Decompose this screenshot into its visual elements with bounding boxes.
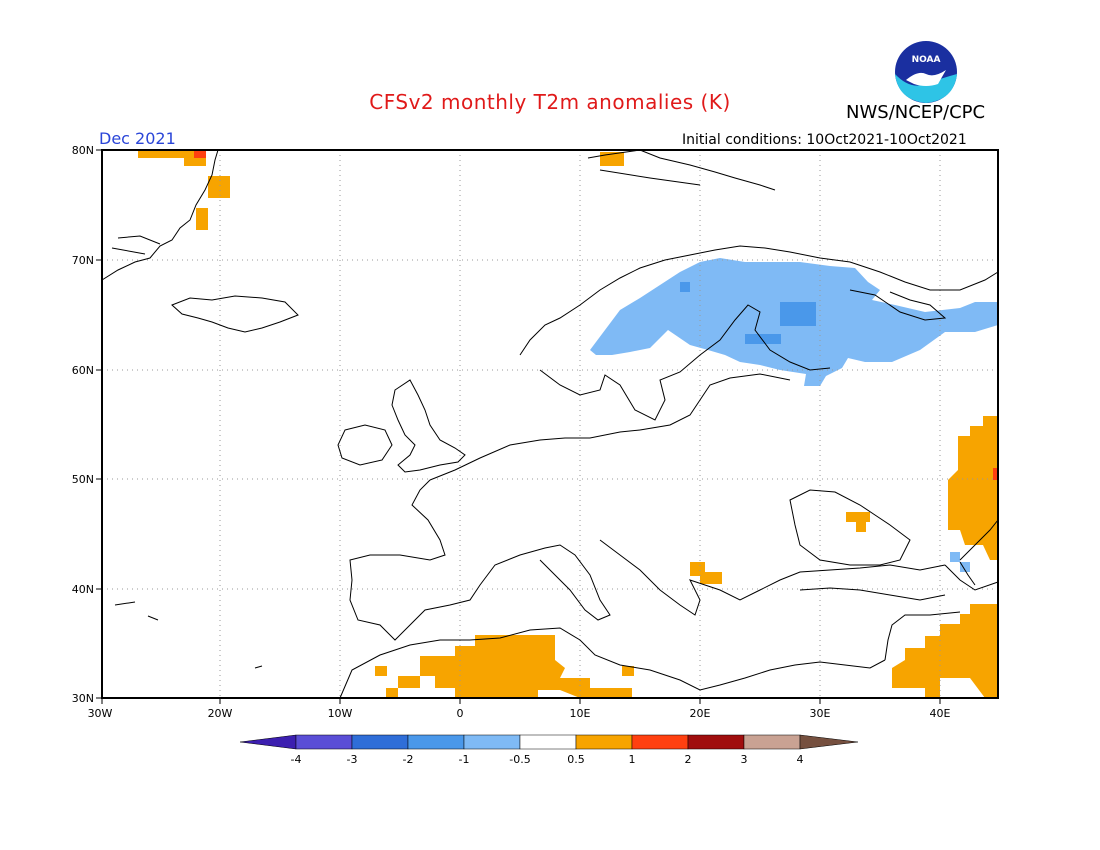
map-title: CFSv2 monthly T2m anomalies (K) — [369, 90, 731, 114]
forecast-month: Dec 2021 — [99, 129, 176, 148]
svg-text:NOAA: NOAA — [912, 55, 941, 65]
coastlines — [101, 149, 999, 699]
coast-continent — [349, 429, 641, 641]
coast-adriatic — [599, 539, 946, 616]
coast-ireland — [337, 424, 393, 466]
anomaly-region-finland-dark — [780, 302, 816, 326]
coast-levant — [884, 611, 961, 661]
lon-label: 10E — [570, 707, 591, 720]
lat-label: 80N — [72, 144, 94, 157]
lat-labels: 30N 40N 50N 60N 70N 80N — [72, 144, 94, 705]
colorbar-bin — [463, 734, 521, 750]
colorbar-bin — [575, 734, 633, 750]
lat-label: 60N — [72, 364, 94, 377]
colorbar-bin — [351, 734, 409, 750]
lon-label: 30E — [810, 707, 831, 720]
lon-label: 40E — [930, 707, 951, 720]
anomaly-region-finland-dark-2 — [745, 334, 781, 344]
initial-conditions: Initial conditions: 10Oct2021-10Oct2021 — [682, 132, 967, 148]
colorbar-bin — [687, 734, 745, 750]
anomaly-region-morocco-3 — [386, 688, 398, 698]
colorbar-tick: 1 — [629, 753, 636, 766]
anomaly-region-south-russia-red — [993, 468, 999, 480]
anomaly-region-greenland-3 — [208, 176, 230, 198]
anomaly-region-balkans — [690, 562, 722, 584]
anomaly-region-middle-east — [892, 604, 998, 698]
lon-label: 20W — [208, 707, 233, 720]
colorbar-bin — [743, 734, 801, 750]
coast-svalbard — [587, 149, 776, 191]
colorbar-tick: -4 — [291, 753, 302, 766]
lon-labels: 30W 20W 10W 0 10E 20E 30E 40E — [88, 707, 951, 720]
lon-label: 20E — [690, 707, 711, 720]
anomaly-region-caspian-blue — [950, 552, 960, 562]
colorbar-bin — [407, 734, 465, 750]
lat-label: 30N — [72, 692, 94, 705]
anomaly-region-greenland-1 — [138, 150, 188, 158]
coast-scandinavia-south — [539, 304, 831, 421]
anomaly-region-norway-dark — [680, 282, 690, 292]
coast-africa — [339, 627, 886, 699]
colorbar-tick: 4 — [797, 753, 804, 766]
lat-label: 50N — [72, 473, 94, 486]
colorbar-arrow-low — [239, 734, 297, 750]
anomaly-region-libya-dot — [622, 666, 634, 676]
organization-label: NWS/NCEP/CPC — [846, 102, 986, 123]
map-tick-marks — [96, 149, 941, 704]
colorbar-tick: -0.5 — [509, 753, 530, 766]
coast-black-sea — [789, 489, 911, 566]
anomaly-region-svalbard — [600, 152, 624, 166]
lon-label: 30W — [88, 707, 113, 720]
colorbar-tick: 0.5 — [567, 753, 585, 766]
colorbar-arrow-high — [799, 734, 859, 750]
coast-white-sea — [849, 289, 947, 321]
anomaly-fills — [138, 150, 999, 698]
anomaly-region-south-russia — [948, 416, 998, 560]
coast-baltic — [639, 373, 791, 431]
lon-label: 10W — [328, 707, 353, 720]
noaa-logo-icon: NOAA — [895, 41, 957, 103]
anomaly-region-crimea — [846, 512, 870, 532]
anomaly-region-morocco-2 — [375, 666, 387, 676]
lon-label: 0 — [457, 707, 464, 720]
anomaly-region-north-africa — [420, 635, 632, 698]
lat-label: 70N — [72, 254, 94, 267]
coast-iceland — [171, 295, 299, 333]
coast-greenland — [101, 149, 219, 281]
coast-greenland-inner — [111, 235, 161, 255]
anomaly-region-greenland-4 — [196, 208, 208, 230]
anomaly-region-caspian-blue-2 — [960, 562, 970, 572]
anomaly-region-morocco — [398, 676, 420, 688]
map-frame — [101, 149, 999, 699]
colorbar-tick: 3 — [741, 753, 748, 766]
colorbar-tick: -3 — [347, 753, 358, 766]
coast-britain — [391, 379, 466, 473]
anomaly-region-greenland-red — [194, 150, 206, 158]
colorbar-tick: -2 — [403, 753, 414, 766]
lat-label: 40N — [72, 583, 94, 596]
colorbar-tick: 2 — [685, 753, 692, 766]
coast-scandinavia — [519, 245, 999, 356]
colorbar-bin — [519, 734, 577, 750]
coast-azores — [114, 601, 263, 669]
colorbar-tick: -1 — [459, 753, 470, 766]
coast-caspian — [959, 519, 999, 586]
colorbar-bin — [631, 734, 689, 750]
coast-turkey — [799, 564, 999, 601]
colorbar-bin — [295, 734, 353, 750]
